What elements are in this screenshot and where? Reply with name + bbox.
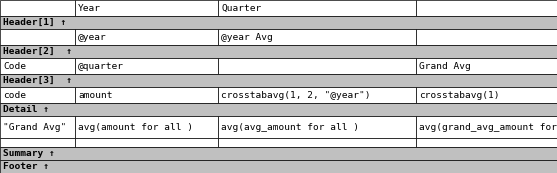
- Bar: [416, 58, 557, 74]
- Text: avg(amount for all ): avg(amount for all ): [78, 123, 193, 132]
- Bar: [0, 45, 557, 58]
- Text: Footer ↑: Footer ↑: [3, 162, 49, 171]
- Text: amount: amount: [78, 91, 113, 100]
- Bar: [75, 138, 218, 147]
- Bar: [218, 29, 416, 45]
- Text: avg(avg_amount for all ): avg(avg_amount for all ): [221, 123, 359, 132]
- Text: crosstabavg(1): crosstabavg(1): [419, 91, 500, 100]
- Bar: [416, 138, 557, 147]
- Bar: [0, 58, 75, 74]
- Bar: [218, 58, 416, 74]
- Bar: [75, 58, 218, 74]
- Text: @quarter: @quarter: [78, 62, 124, 71]
- Text: Header[1] ↑: Header[1] ↑: [3, 18, 66, 27]
- Text: "Grand Avg": "Grand Avg": [3, 123, 66, 132]
- Bar: [0, 0, 75, 16]
- Bar: [0, 116, 75, 138]
- Bar: [75, 29, 218, 45]
- Bar: [416, 29, 557, 45]
- Bar: [218, 87, 416, 103]
- Text: code: code: [3, 91, 26, 100]
- Bar: [0, 29, 75, 45]
- Bar: [0, 103, 557, 116]
- Text: Detail ↑: Detail ↑: [3, 105, 49, 114]
- Bar: [75, 0, 218, 16]
- Text: Code: Code: [3, 62, 26, 71]
- Bar: [0, 16, 557, 29]
- Text: Header[3]  ↑: Header[3] ↑: [3, 76, 72, 85]
- Text: Year: Year: [78, 4, 101, 13]
- Text: Grand Avg: Grand Avg: [419, 62, 471, 71]
- Bar: [0, 147, 557, 160]
- Bar: [75, 116, 218, 138]
- Bar: [218, 0, 416, 16]
- Text: @year: @year: [78, 33, 107, 42]
- Bar: [416, 116, 557, 138]
- Text: Header[2]  ↑: Header[2] ↑: [3, 47, 72, 56]
- Bar: [0, 138, 75, 147]
- Bar: [0, 160, 557, 173]
- Bar: [218, 116, 416, 138]
- Bar: [75, 87, 218, 103]
- Text: crosstabavg(1, 2, "@year"): crosstabavg(1, 2, "@year"): [221, 91, 370, 100]
- Text: @year Avg: @year Avg: [221, 33, 273, 42]
- Bar: [0, 87, 75, 103]
- Bar: [416, 0, 557, 16]
- Text: avg(grand_avg_amount for all ): avg(grand_avg_amount for all ): [419, 123, 557, 132]
- Bar: [416, 87, 557, 103]
- Text: Quarter: Quarter: [221, 4, 261, 13]
- Bar: [0, 74, 557, 87]
- Bar: [218, 138, 416, 147]
- Text: Summary ↑: Summary ↑: [3, 149, 55, 158]
